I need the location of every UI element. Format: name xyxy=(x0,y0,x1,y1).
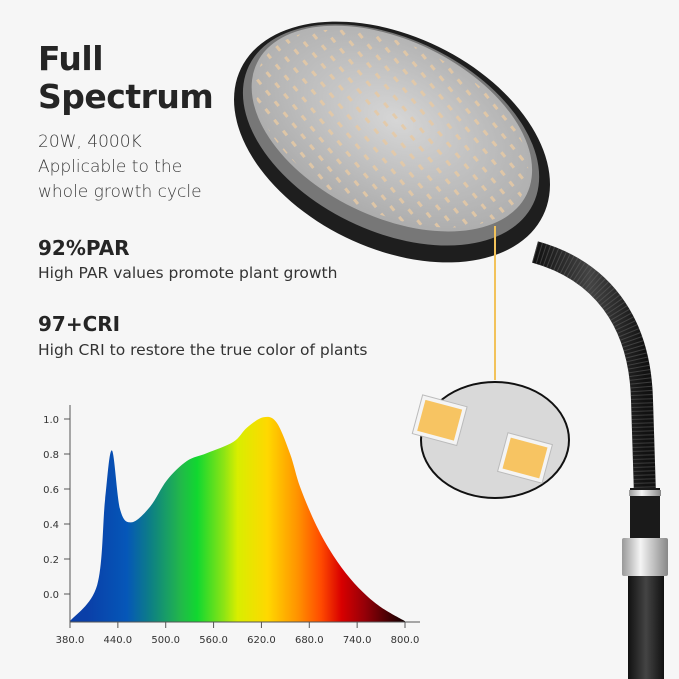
knurled-ring xyxy=(622,538,668,576)
x-tick-label: 800.0 xyxy=(391,635,420,646)
y-tick-label: 0.6 xyxy=(43,485,59,496)
spectrum-area xyxy=(70,416,405,622)
x-tick-label: 560.0 xyxy=(199,635,228,646)
x-tick-label: 680.0 xyxy=(295,635,324,646)
subtitle-line3: whole growth cycle xyxy=(38,182,202,202)
subtitle: 20W, 4000K Applicable to the whole growt… xyxy=(38,130,202,205)
x-tick-label: 380.0 xyxy=(56,635,85,646)
heading-line1: Full xyxy=(38,39,104,78)
pole xyxy=(628,576,664,679)
y-tick-label: 0.2 xyxy=(43,555,59,566)
par-text: High PAR values promote plant growth xyxy=(38,264,338,282)
y-tick-label: 0.8 xyxy=(43,450,59,461)
x-tick-label: 620.0 xyxy=(247,635,276,646)
x-tick-label: 740.0 xyxy=(343,635,372,646)
collar xyxy=(630,488,660,540)
cri-text: High CRI to restore the true color of pl… xyxy=(38,341,368,359)
x-tick-label: 440.0 xyxy=(104,635,133,646)
heading-line2: Spectrum xyxy=(38,77,214,116)
subtitle-line2: Applicable to the xyxy=(38,157,183,177)
led-closeup-illustration xyxy=(411,381,570,499)
spec-line: 20W, 4000K xyxy=(38,132,142,152)
y-tick-label: 0.0 xyxy=(43,590,59,601)
lamp-head-illustration xyxy=(234,21,550,263)
x-tick-label: 500.0 xyxy=(151,635,180,646)
y-tick-label: 0.4 xyxy=(43,520,59,531)
par-title: 92%PAR xyxy=(38,236,130,260)
heading: Full Spectrum xyxy=(38,39,214,116)
y-tick-label: 1.0 xyxy=(43,415,59,426)
cri-title: 97+CRI xyxy=(38,312,121,336)
